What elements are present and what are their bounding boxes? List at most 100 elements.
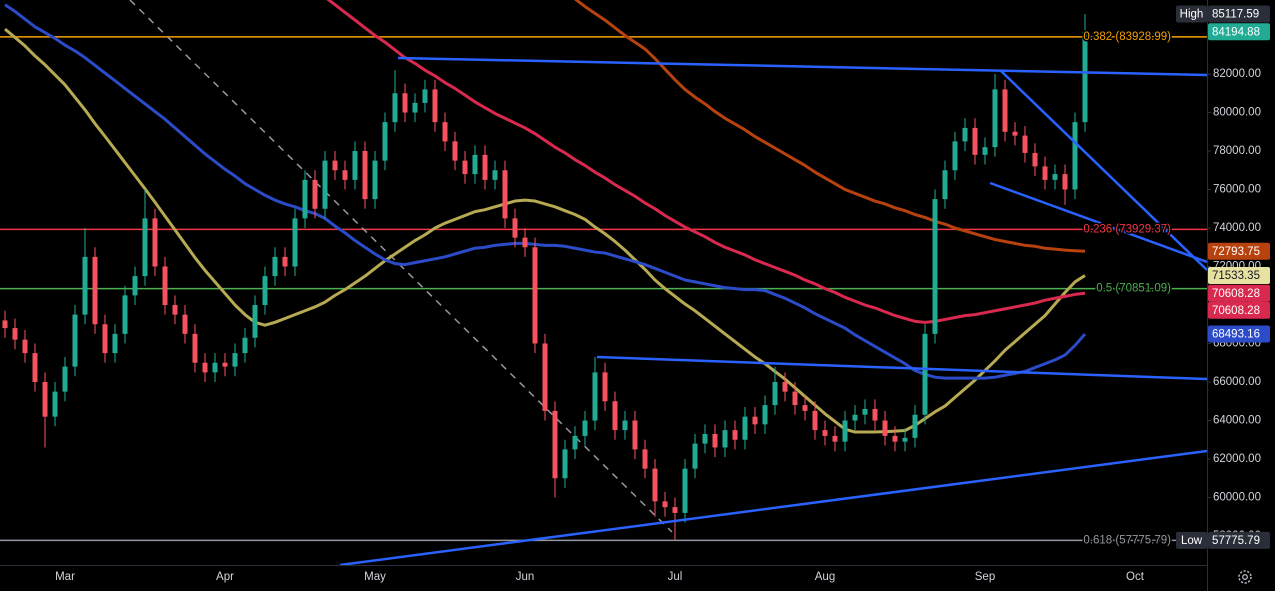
price-badge-bg bbox=[1208, 284, 1270, 302]
fib-level-labels: 0.382 (83928.99) 0.236 (73929.37) 0.5 (708… bbox=[1082, 29, 1173, 547]
settings-button[interactable] bbox=[1233, 566, 1257, 588]
candle-body bbox=[162, 266, 168, 306]
candle-body bbox=[562, 449, 568, 479]
plot-area: 0.382 (83928.99) 0.236 (73929.37) 0.5 (708… bbox=[0, 0, 1207, 565]
candle-body bbox=[102, 324, 108, 354]
candle-body bbox=[242, 337, 248, 354]
settings-gear-center bbox=[1242, 574, 1248, 580]
candle-body bbox=[322, 160, 328, 209]
candle-body bbox=[302, 179, 308, 219]
candle-body bbox=[1052, 174, 1058, 180]
candle-body bbox=[752, 416, 758, 425]
y-tick-label: 62000.00 bbox=[1213, 453, 1261, 465]
candle-body bbox=[462, 160, 468, 175]
y-tick-label: 82000.00 bbox=[1213, 68, 1261, 80]
candle-body bbox=[832, 435, 838, 442]
candle-body bbox=[682, 468, 688, 513]
candle-body bbox=[892, 435, 898, 442]
candle-body bbox=[722, 430, 728, 448]
x-tick-label: Jul bbox=[668, 571, 683, 583]
price-badge-bg bbox=[1208, 325, 1270, 343]
candle-body bbox=[762, 405, 768, 425]
candle-body bbox=[1012, 131, 1018, 136]
candle-body bbox=[842, 420, 848, 442]
candle-body bbox=[222, 362, 228, 367]
candle-body bbox=[42, 382, 48, 417]
candles bbox=[2, 13, 1088, 541]
price-badge-bg bbox=[1208, 5, 1270, 23]
candle-body bbox=[502, 170, 508, 219]
candle-body bbox=[1042, 166, 1048, 180]
price-badge-value: 68493.16 bbox=[1212, 329, 1260, 341]
x-tick-label: Mar bbox=[55, 571, 75, 583]
price-badge-value: 72793.75 bbox=[1212, 246, 1260, 258]
fib-level-label: 0.618 (57775.79) bbox=[1083, 534, 1171, 546]
x-tick-label: Oct bbox=[1126, 571, 1145, 583]
candle-body bbox=[202, 362, 208, 373]
candle-body bbox=[522, 237, 528, 248]
candle-body bbox=[52, 391, 58, 417]
candle-body bbox=[112, 333, 118, 354]
candle-body bbox=[332, 160, 338, 171]
price-badge-bg bbox=[1208, 266, 1270, 284]
price-badge-bg bbox=[1208, 531, 1270, 549]
trend-line bbox=[596, 355, 1207, 381]
price-badges: 85117.59 High 84194.88 72793.75 71533.35 7060… bbox=[1176, 5, 1270, 549]
candle-body bbox=[392, 93, 398, 123]
y-tick-label: 64000.00 bbox=[1213, 415, 1261, 427]
candle-body bbox=[272, 256, 278, 277]
candle-body bbox=[482, 154, 488, 180]
x-tick-label: Apr bbox=[216, 571, 234, 583]
trend-line bbox=[397, 56, 1207, 77]
candle-body bbox=[592, 372, 598, 421]
candle-body bbox=[1072, 122, 1078, 190]
candle-body bbox=[2, 320, 8, 329]
trend-line bbox=[339, 449, 1207, 565]
y-tick-label: 66000.00 bbox=[1213, 376, 1261, 388]
candle-body bbox=[32, 353, 38, 383]
price-badge-tag: Low bbox=[1181, 535, 1203, 547]
candle-body bbox=[12, 328, 18, 340]
candle-body bbox=[882, 420, 888, 436]
candle-body bbox=[182, 314, 188, 334]
candle-body bbox=[972, 127, 978, 155]
price-badge-value: 84194.88 bbox=[1212, 26, 1260, 38]
candle-body bbox=[1032, 152, 1038, 167]
candle-body bbox=[622, 420, 628, 431]
candle-body bbox=[772, 382, 778, 406]
candle-body bbox=[1022, 135, 1028, 153]
candle-body bbox=[372, 160, 378, 200]
y-tick-label: 60000.00 bbox=[1213, 492, 1261, 504]
candle-body bbox=[642, 449, 648, 469]
x-tick-label: Aug bbox=[815, 571, 835, 583]
candle-body bbox=[612, 401, 618, 431]
price-badge-tag: High bbox=[1180, 9, 1204, 21]
candle-body bbox=[532, 247, 538, 344]
candle-body bbox=[732, 430, 738, 440]
candle-body bbox=[62, 366, 68, 392]
candle-body bbox=[422, 89, 428, 103]
candle-body bbox=[952, 141, 958, 171]
candle-body bbox=[492, 170, 498, 180]
candle-body bbox=[582, 420, 588, 436]
candle-body bbox=[92, 256, 98, 325]
candle-body bbox=[472, 154, 478, 175]
settings-button-bg[interactable] bbox=[1233, 566, 1257, 588]
candle-body bbox=[252, 305, 258, 338]
candle-body bbox=[742, 416, 748, 440]
y-tick-label: 80000.00 bbox=[1213, 107, 1261, 119]
candle-body bbox=[22, 339, 28, 354]
y-tick-label: 76000.00 bbox=[1213, 184, 1261, 196]
x-tick-label: May bbox=[364, 571, 386, 583]
dashed-trend-line bbox=[129, 0, 673, 533]
trend-line bbox=[989, 181, 1207, 264]
candle-body bbox=[82, 256, 88, 315]
settings-gear bbox=[1238, 570, 1252, 584]
candle-body bbox=[282, 256, 288, 267]
candle-body bbox=[662, 501, 668, 508]
moving-average-line bbox=[4, 3, 1087, 380]
y-tick-label: 78000.00 bbox=[1213, 145, 1261, 157]
candle-body bbox=[132, 276, 138, 296]
